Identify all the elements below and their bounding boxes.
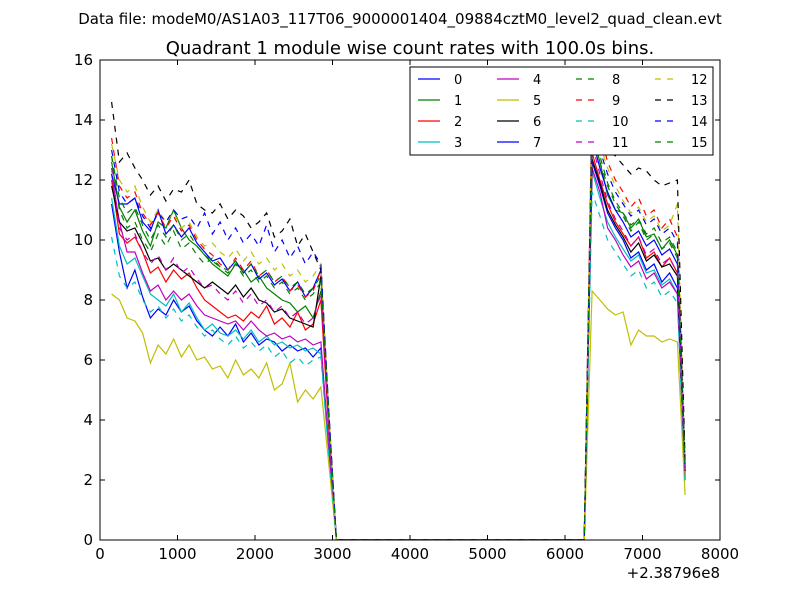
legend-label-5: 5: [533, 94, 541, 109]
series-line-5: [111, 289, 686, 540]
x-tick-label: 1000: [158, 545, 196, 563]
legend-label-13: 13: [691, 94, 708, 109]
x-tick-label: 8000: [701, 545, 739, 563]
series-line-6: [111, 158, 686, 540]
legend-label-12: 12: [691, 73, 708, 88]
x-tick-label: 0: [95, 545, 105, 563]
y-tick-label: 4: [83, 411, 93, 429]
legend-label-11: 11: [612, 136, 629, 151]
y-tick-label: 16: [74, 51, 93, 69]
x-offset-label: +2.38796e8: [627, 564, 720, 582]
legend-label-1: 1: [454, 94, 462, 109]
series-line-0: [111, 161, 686, 540]
legend-label-8: 8: [612, 73, 620, 88]
legend-label-15: 15: [691, 136, 708, 151]
y-tick-label: 2: [83, 471, 93, 489]
axes: 0 1000 2000 3000 4000 5000 6000 7000 80000246810…: [74, 51, 739, 563]
y-tick-label: 10: [74, 231, 93, 249]
legend-label-7: 7: [533, 136, 541, 151]
series-line-12: [111, 113, 686, 540]
data-file-suptitle: Data file: modeM0/AS1A03_117T06_90000014…: [78, 10, 722, 29]
x-tick-label: 6000: [546, 545, 584, 563]
series-line-7: [111, 137, 686, 540]
y-tick-label: 14: [74, 111, 93, 129]
y-tick-label: 0: [83, 531, 93, 549]
x-tick-label: 5000: [468, 545, 506, 563]
series-line-4: [111, 167, 686, 540]
legend-label-4: 4: [533, 73, 541, 88]
y-tick-label: 12: [74, 171, 93, 189]
legend-box: [409, 66, 714, 156]
legend-label-3: 3: [454, 136, 462, 151]
legend-label-0: 0: [454, 73, 462, 88]
series-line-3: [111, 170, 686, 540]
legend-label-9: 9: [612, 94, 620, 109]
x-tick-label: 4000: [391, 545, 429, 563]
series-line-2: [111, 152, 686, 540]
series-layer: [111, 95, 686, 540]
chart-title: Quadrant 1 module wise count rates with …: [166, 38, 655, 59]
x-tick-label: 7000: [623, 545, 661, 563]
series-line-14: [111, 119, 686, 540]
series-line-15: [111, 131, 686, 540]
y-tick-label: 6: [83, 351, 93, 369]
x-tick-label: 3000: [313, 545, 351, 563]
legend-label-2: 2: [454, 115, 462, 130]
legend-label-6: 6: [533, 115, 541, 130]
series-line-13: [111, 101, 686, 540]
series-line-10: [111, 191, 686, 540]
legend-label-10: 10: [612, 115, 629, 130]
series-line-11: [111, 143, 686, 540]
legend-label-14: 14: [691, 115, 708, 130]
x-tick-label: 2000: [236, 545, 274, 563]
series-line-8: [111, 125, 686, 540]
y-tick-label: 8: [83, 291, 93, 309]
